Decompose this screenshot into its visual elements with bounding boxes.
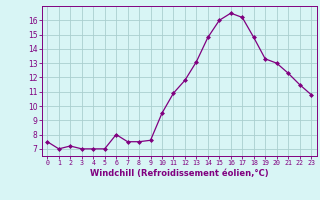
X-axis label: Windchill (Refroidissement éolien,°C): Windchill (Refroidissement éolien,°C) [90, 169, 268, 178]
